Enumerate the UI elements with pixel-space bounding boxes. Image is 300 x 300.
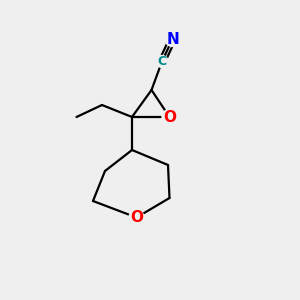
Circle shape bbox=[129, 210, 144, 225]
Text: C: C bbox=[158, 55, 166, 68]
Circle shape bbox=[156, 56, 168, 68]
Circle shape bbox=[162, 110, 177, 124]
Text: N: N bbox=[166, 32, 179, 46]
Circle shape bbox=[165, 32, 180, 46]
Text: O: O bbox=[130, 210, 143, 225]
Text: O: O bbox=[163, 110, 176, 124]
